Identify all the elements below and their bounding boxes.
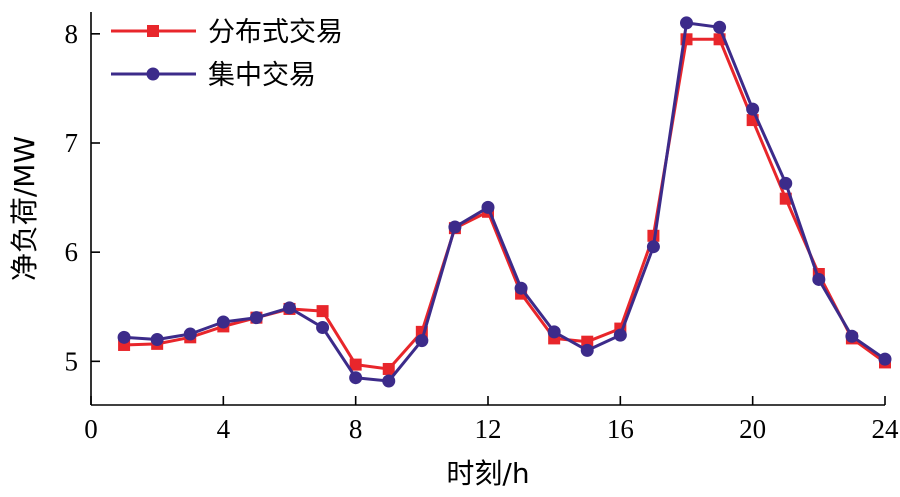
data-point <box>216 315 230 329</box>
x-tick-label: 24 <box>872 414 900 444</box>
x-tick-label: 16 <box>607 414 634 444</box>
y-axis: 5 6 7 8 <box>65 19 100 376</box>
data-point <box>117 330 131 344</box>
data-point <box>713 20 727 34</box>
x-tick-label: 8 <box>349 414 363 444</box>
data-point <box>349 358 362 371</box>
data-point <box>481 200 495 214</box>
data-point <box>547 325 561 339</box>
legend-label: 分布式交易 <box>208 17 343 48</box>
data-point <box>316 320 330 334</box>
data-point <box>646 240 660 254</box>
data-point <box>878 352 892 366</box>
y-tick-label: 5 <box>65 346 79 376</box>
x-tick-label: 0 <box>84 414 98 444</box>
data-point <box>746 102 760 116</box>
x-tick-label: 12 <box>475 414 502 444</box>
x-tick-label: 20 <box>739 414 766 444</box>
data-point <box>349 371 363 385</box>
legend-label: 集中交易 <box>208 60 316 91</box>
data-point <box>382 374 396 388</box>
data-point <box>283 301 296 315</box>
data-point <box>183 327 197 341</box>
y-tick-label: 6 <box>65 237 79 267</box>
data-point <box>680 16 693 30</box>
legend-marker <box>147 25 159 37</box>
data-point <box>150 333 164 346</box>
y-axis-title: 净负荷/MW <box>8 136 41 281</box>
x-axis: 0 4 8 12 16 20 24 <box>84 396 899 444</box>
data-point <box>249 311 263 325</box>
y-tick-label: 8 <box>65 19 79 49</box>
data-point <box>382 362 395 375</box>
data-point <box>316 305 329 318</box>
data-point <box>845 329 859 343</box>
y-tick-label: 7 <box>65 128 79 158</box>
data-point <box>779 176 793 190</box>
legend-marker <box>146 67 160 81</box>
data-point <box>514 281 528 295</box>
x-axis-title: 时刻/h <box>446 457 529 490</box>
data-point <box>415 334 429 348</box>
series-2 <box>117 16 892 388</box>
data-point <box>812 272 826 286</box>
data-point <box>613 328 627 342</box>
data-point <box>448 220 462 234</box>
data-point <box>580 343 594 357</box>
x-tick-label: 4 <box>217 414 231 444</box>
series-group <box>117 16 892 388</box>
